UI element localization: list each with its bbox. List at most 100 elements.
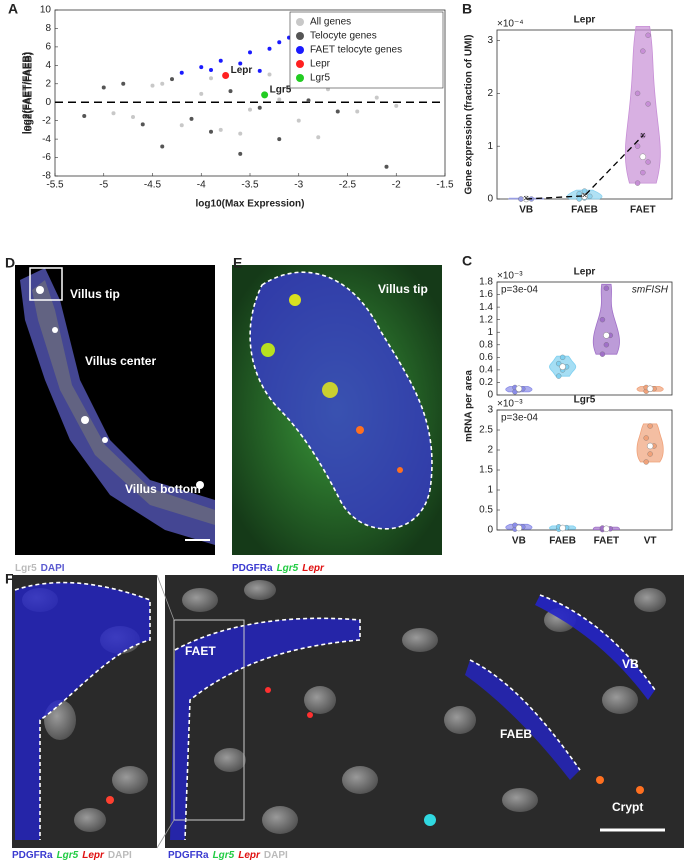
median-marker	[515, 524, 523, 532]
median-marker	[646, 442, 654, 450]
image-d	[15, 265, 215, 555]
data-point	[160, 144, 165, 149]
image-caption: PDGFRa Lgr5 Lepr	[232, 563, 325, 574]
caption-part: PDGFRa	[168, 850, 209, 861]
x-tick-label: -4	[197, 180, 206, 191]
data-point	[634, 90, 641, 97]
data-point	[209, 76, 213, 81]
y-tick-label: -8	[42, 171, 51, 182]
data-point	[160, 81, 165, 86]
violin	[592, 283, 620, 355]
x-tick-label: -2.5	[339, 180, 357, 191]
median-marker	[515, 385, 523, 392]
chart-title: Lepr	[574, 15, 596, 26]
data-point	[209, 129, 213, 134]
x-tick-label: FAET	[630, 205, 656, 216]
legend-marker	[296, 46, 304, 54]
data-point	[326, 87, 330, 92]
data-point	[179, 123, 184, 128]
y-multiplier: ×10⁻³	[497, 271, 523, 282]
data-point	[257, 68, 262, 73]
data-point	[218, 127, 223, 132]
data-point	[556, 373, 562, 379]
x-tick-label: -4.5	[144, 180, 162, 191]
data-point	[222, 71, 230, 79]
y-multiplier: ×10⁻⁴	[497, 19, 524, 30]
data-point	[640, 169, 646, 176]
data-point	[209, 67, 213, 72]
panel-label: D	[5, 255, 15, 271]
y-tick-label: 1	[487, 141, 493, 152]
x-tick-label: -5	[99, 180, 108, 191]
y-tick-label: 2.5	[479, 425, 493, 436]
chart-title: Lepr	[574, 267, 596, 278]
caption-part: PDGFRa	[232, 563, 273, 574]
caption-part: DAPI	[108, 850, 132, 861]
y-tick-label: 1.2	[479, 314, 493, 325]
data-point	[140, 122, 145, 127]
data-point	[599, 317, 606, 323]
data-point	[316, 135, 321, 140]
mean-line	[526, 135, 644, 200]
median-marker	[639, 153, 647, 160]
x-tick-label: VB	[512, 536, 526, 547]
caption-part: DAPI	[264, 850, 288, 861]
data-point	[277, 97, 282, 102]
y-tick-label: 1.4	[479, 302, 493, 313]
x-tick-label: VT	[644, 536, 657, 547]
data-point	[277, 137, 282, 142]
data-point	[587, 193, 593, 200]
image-label: Villus center	[85, 354, 156, 368]
data-point	[248, 50, 252, 55]
caption-part: Lgr5	[57, 850, 79, 861]
data-point	[261, 91, 269, 99]
y-multiplier: ×10⁻³	[497, 399, 523, 410]
data-point	[374, 95, 379, 100]
y-axis-label: Gene expression (fraction of UMI)	[464, 34, 475, 194]
data-point	[599, 351, 606, 357]
legend-marker	[296, 74, 304, 82]
x-tick-label: FAET	[594, 536, 620, 547]
y-tick-label: 1	[487, 485, 493, 496]
legend-marker	[296, 60, 304, 68]
data-point	[643, 459, 649, 465]
x-tick-label: -5.5	[46, 180, 64, 191]
y-tick-label: 10	[40, 5, 52, 16]
data-point	[257, 105, 262, 110]
y-tick-label: -2	[42, 115, 51, 126]
y-tick-label: 3	[487, 35, 493, 46]
median-marker	[603, 332, 610, 339]
y-tick-label: 1.8	[479, 277, 493, 288]
data-point	[82, 114, 87, 119]
y-axis-label: mRNA per area	[464, 370, 475, 442]
data-point	[559, 354, 566, 360]
y-tick-label: 4	[45, 60, 51, 71]
data-point	[384, 164, 389, 169]
data-point	[179, 70, 184, 75]
legend-label: All genes	[310, 17, 351, 28]
data-point	[121, 81, 126, 86]
y-tick-label: -6	[42, 152, 51, 163]
legend-marker	[296, 32, 304, 40]
data-point	[556, 360, 562, 367]
p-value: p=3e-04	[501, 413, 538, 424]
y-tick-label: 8	[45, 23, 51, 34]
data-point	[634, 143, 641, 149]
y-tick-label: 2	[45, 78, 51, 89]
y-tick-label: 0.5	[479, 505, 493, 516]
caption-part: Lgr5	[213, 850, 235, 861]
x-tick-label: -2	[392, 180, 401, 191]
y-tick-label: 6	[45, 42, 51, 53]
data-point	[199, 91, 204, 96]
legend-marker	[296, 18, 304, 26]
image-caption: Lgr5 DAPI	[15, 563, 65, 574]
x-tick-label: VB	[519, 205, 533, 216]
median-marker	[559, 524, 566, 532]
legend-label: Lgr5	[310, 73, 330, 84]
legend-label: FAET telocyte genes	[310, 45, 402, 56]
panel-label: C	[462, 253, 472, 269]
annotation: smFISH	[632, 285, 669, 296]
data-point	[228, 89, 233, 94]
image-label: VB	[622, 657, 639, 671]
